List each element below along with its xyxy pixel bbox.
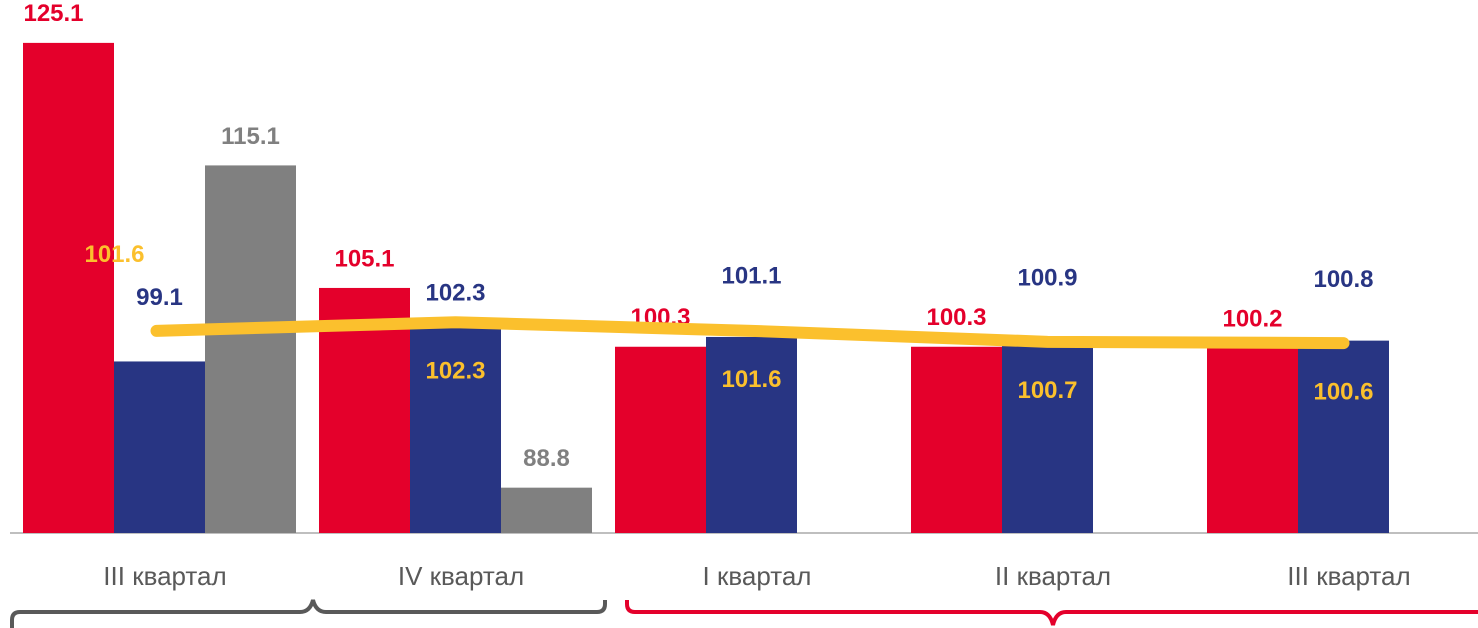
- data-label: 100.2: [1222, 305, 1282, 332]
- data-label: 100.9: [1017, 265, 1077, 292]
- data-label: 102.3: [425, 358, 485, 385]
- x-tick-label: III квартал: [1287, 561, 1410, 591]
- data-label: 100.7: [1017, 377, 1077, 404]
- period-bracket: [10, 599, 607, 628]
- data-label: 100.3: [926, 304, 986, 331]
- data-label: 125.1: [23, 0, 83, 27]
- x-tick-label: III квартал: [103, 561, 226, 591]
- bar: [114, 361, 205, 533]
- bar: [1207, 347, 1298, 533]
- period-bracket: [625, 600, 1478, 626]
- bar: [23, 42, 114, 533]
- data-label: 99.1: [136, 284, 183, 311]
- line: [150, 316, 1350, 350]
- bar: [615, 346, 706, 533]
- x-tick-label: II квартал: [995, 561, 1111, 591]
- x-tick-label: IV квартал: [398, 561, 524, 591]
- bar: [706, 336, 797, 533]
- data-label: 102.3: [425, 280, 485, 307]
- data-label: 115.1: [221, 123, 280, 150]
- data-label: 105.1: [334, 245, 394, 272]
- bar: [911, 346, 1002, 533]
- data-label: 101.1: [721, 262, 781, 289]
- bar: [205, 165, 296, 533]
- data-label: 100.8: [1313, 266, 1373, 293]
- data-label: 88.8: [523, 445, 570, 472]
- bar: [1298, 340, 1389, 533]
- x-tick-label: I квартал: [703, 561, 812, 591]
- bar: [410, 322, 501, 533]
- data-label: 101.6: [84, 241, 144, 268]
- bar: [1002, 339, 1093, 533]
- data-label: 100.6: [1313, 378, 1373, 405]
- data-label: 101.6: [721, 366, 781, 393]
- bar: [501, 487, 592, 533]
